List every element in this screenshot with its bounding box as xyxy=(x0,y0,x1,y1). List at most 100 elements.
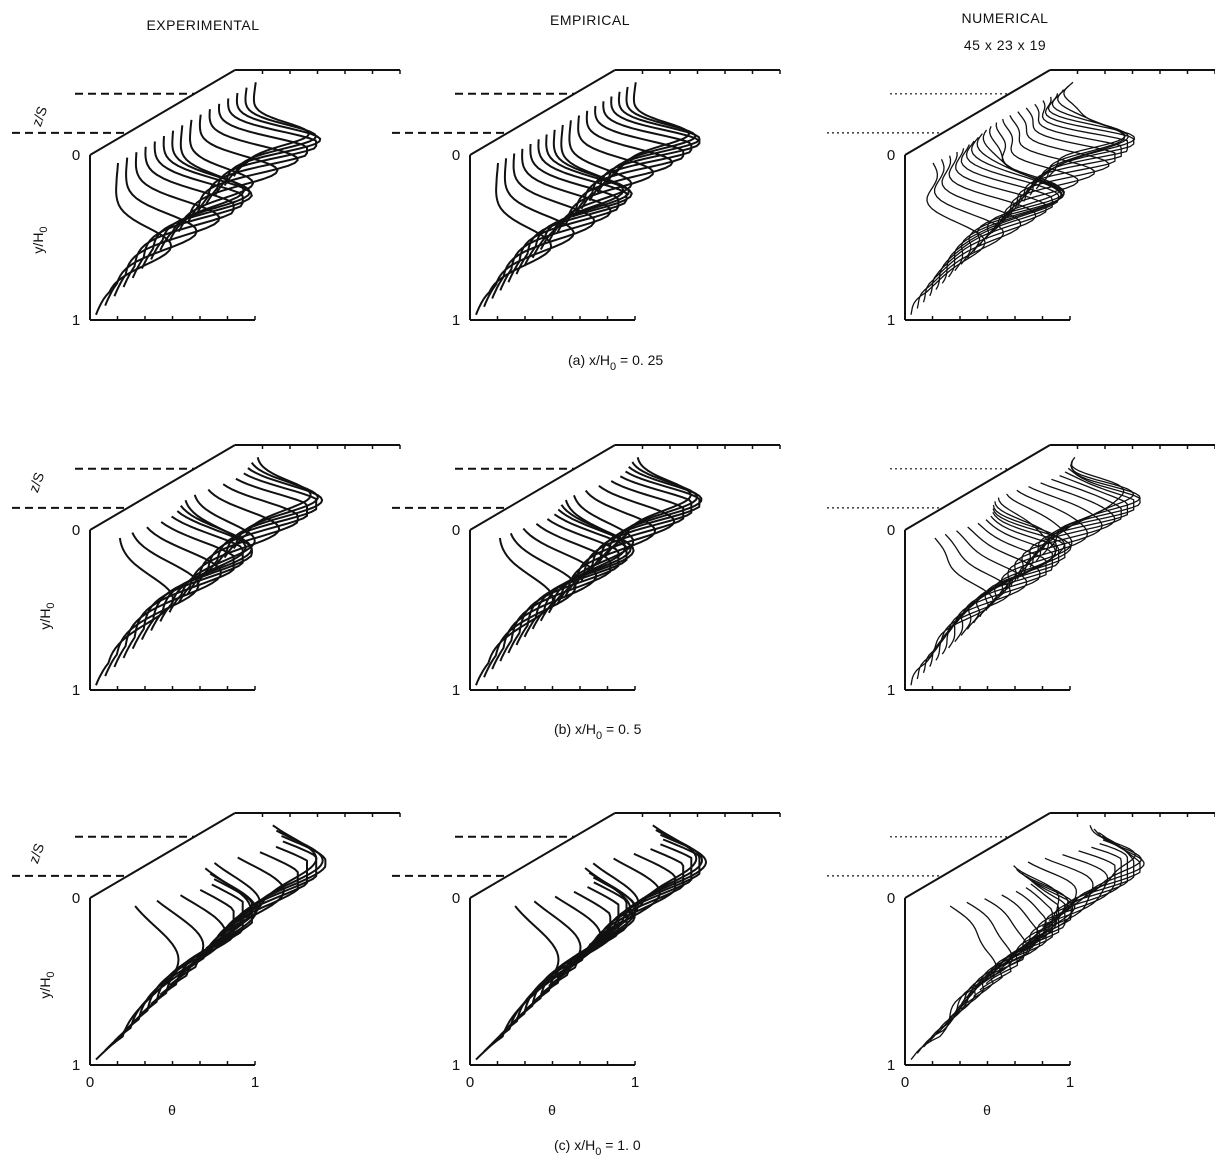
y-tick-label-1: 1 xyxy=(887,682,895,699)
depth-axis-line xyxy=(89,69,236,156)
y-tick-label-0: 0 xyxy=(887,890,895,907)
theta-profile xyxy=(910,905,997,1061)
theta-profile xyxy=(131,141,244,279)
theta-profile xyxy=(1035,89,1129,190)
y-tick-label-0: 0 xyxy=(72,890,80,907)
theta-profile xyxy=(948,515,1060,649)
panel-r1-c0: 01 xyxy=(12,444,401,699)
grid-note: 45 x 23 x 19 xyxy=(964,37,1046,53)
theta-profile xyxy=(186,109,299,223)
panel-r2-c2: 010 1θ xyxy=(827,812,1215,1118)
theta-profile xyxy=(122,146,235,288)
theta-profile xyxy=(515,139,628,275)
theta-profile xyxy=(95,537,174,686)
x-tick-label-0: 0 xyxy=(466,1074,474,1091)
theta-profile xyxy=(214,467,324,568)
theta-profile xyxy=(580,101,693,210)
theta-profile xyxy=(929,151,1037,297)
column-title-empirical: EMPIRICAL xyxy=(550,12,630,28)
theta-profile xyxy=(973,868,1069,997)
theta-profile xyxy=(141,878,253,1014)
depth-axis-line xyxy=(469,444,616,531)
depth-axis-line xyxy=(89,444,236,531)
panel-r0-c0: 01 xyxy=(12,69,401,329)
theta-profile xyxy=(941,519,1053,655)
theta-profile xyxy=(523,134,633,267)
z-axis-label-row-c: z/S xyxy=(25,841,47,865)
theta-profile xyxy=(523,876,636,1012)
theta-profile xyxy=(916,159,1005,309)
theta-profile xyxy=(122,889,235,1033)
panel-r2-c1: 010 1θ xyxy=(392,812,781,1118)
theta-profile xyxy=(916,533,1012,680)
y-axis-label-row-b: y/H0 xyxy=(37,602,57,629)
theta-profile xyxy=(966,129,1065,259)
y-tick-label-1: 1 xyxy=(452,1057,460,1074)
theta-profile xyxy=(910,537,994,686)
theta-profile xyxy=(539,499,627,622)
y-tick-label-1: 1 xyxy=(72,312,80,329)
theta-profile xyxy=(95,905,180,1061)
theta-profile xyxy=(973,501,1058,624)
theta-profile xyxy=(973,126,1066,253)
z-axis-label-row-b: z/S xyxy=(25,470,47,494)
depth-axis-line xyxy=(904,69,1051,156)
x-tick-label-1: 1 xyxy=(631,1074,639,1091)
theta-profile xyxy=(1023,471,1135,574)
theta-profile xyxy=(491,527,597,670)
y-axis-label-row-c: y/H0 xyxy=(37,971,57,998)
y-tick-label-0: 0 xyxy=(452,522,460,539)
theta-profile xyxy=(991,115,1096,234)
x-axis-label-theta: θ xyxy=(168,1102,176,1118)
y-tick-label-1: 1 xyxy=(452,312,460,329)
theta-profile xyxy=(475,537,554,686)
theta-profile xyxy=(580,475,693,582)
y-tick-label-0: 0 xyxy=(72,147,80,164)
theta-profile xyxy=(475,905,560,1061)
panel-r0-c1: 01 xyxy=(392,69,781,329)
y-tick-label-0: 0 xyxy=(887,147,895,164)
y-tick-label-0: 0 xyxy=(72,522,80,539)
theta-profile xyxy=(483,532,577,678)
y-tick-label-1: 1 xyxy=(72,682,80,699)
theta-profile xyxy=(131,515,244,650)
y-tick-label-0: 0 xyxy=(452,147,460,164)
column-title-experimental: EXPERIMENTAL xyxy=(146,17,259,33)
theta-profile xyxy=(205,472,318,577)
depth-axis-line xyxy=(89,812,236,899)
theta-profile xyxy=(922,155,1022,303)
theta-profile xyxy=(596,833,707,938)
depth-axis-line xyxy=(469,812,616,899)
panel-r2-c0: 010 1θ xyxy=(12,812,401,1118)
theta-profile xyxy=(935,148,1047,290)
y-tick-label-1: 1 xyxy=(72,1057,80,1074)
y-tick-label-1: 1 xyxy=(887,1057,895,1074)
column-title-numerical: NUMERICAL xyxy=(962,10,1049,26)
theta-profile xyxy=(104,532,200,677)
theta-profile xyxy=(1010,478,1122,586)
theta-profile xyxy=(596,91,701,194)
x-tick-label-0: 0 xyxy=(86,1074,94,1091)
theta-profile xyxy=(475,162,553,316)
theta-profile xyxy=(499,148,612,291)
theta-profile xyxy=(507,143,620,283)
theta-profile xyxy=(998,853,1109,972)
theta-profile xyxy=(113,152,221,297)
theta-profile xyxy=(507,518,620,654)
svg-text:y/H0: y/H0 xyxy=(30,226,50,253)
theta-profile xyxy=(998,486,1103,599)
theta-profile xyxy=(95,162,173,316)
z-axis-label-row-a: z/S xyxy=(28,104,50,128)
x-tick-label-1: 1 xyxy=(251,1074,259,1091)
x-axis-label-theta: θ xyxy=(983,1102,991,1118)
y-axis-label-row-a: y/H0 xyxy=(30,226,50,253)
theta-profile xyxy=(923,898,1029,1048)
depth-axis-line xyxy=(904,444,1051,531)
row-caption-c: (c) x/H0 = 1. 0 xyxy=(554,1137,641,1158)
theta-profile xyxy=(140,510,253,641)
row-caption-b: (b) x/H0 = 0. 5 xyxy=(554,721,642,742)
theta-profile xyxy=(531,504,632,630)
theta-profile xyxy=(168,494,256,613)
theta-profile xyxy=(960,876,1072,1010)
